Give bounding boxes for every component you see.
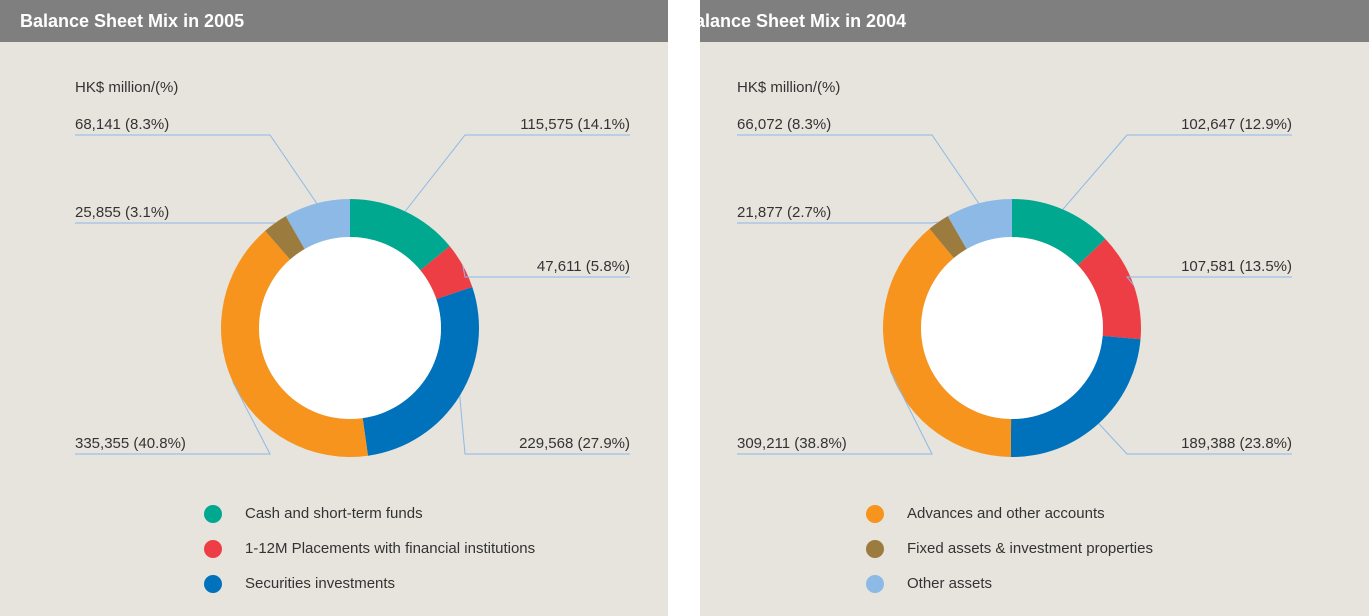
chart-title: Balance Sheet Mix in 2005 xyxy=(20,11,244,31)
data-label: 47,611 (5.8%) xyxy=(537,258,630,275)
donut-slice xyxy=(265,216,305,260)
donut-slice xyxy=(221,230,368,458)
legend-label: Advances and other accounts xyxy=(907,505,1105,522)
donut-slice xyxy=(947,199,1012,250)
subtitle: HK$ million/(%) xyxy=(75,79,178,96)
leader-line xyxy=(1125,276,1292,286)
legend-label: Fixed assets & investment properties xyxy=(907,540,1153,557)
data-label: 229,568 (27.9%) xyxy=(519,435,630,452)
legend-label: 1-12M Placements with financial institut… xyxy=(245,540,535,557)
donut-slice xyxy=(929,216,967,259)
donut-slice xyxy=(1012,199,1106,266)
data-label: 66,072 (8.3%) xyxy=(737,116,831,133)
donut-slice xyxy=(420,246,473,300)
data-label: 25,855 (3.1%) xyxy=(75,204,169,221)
data-label: 68,141 (8.3%) xyxy=(75,116,169,133)
leader-line xyxy=(462,265,630,278)
chart-title: Balance Sheet Mix in 2004 xyxy=(682,11,906,31)
legend-swatch xyxy=(204,575,222,593)
legend-label: Cash and short-term funds xyxy=(245,505,423,522)
leader-line xyxy=(737,221,939,224)
data-label: 335,355 (40.8%) xyxy=(75,435,186,452)
legend-swatch xyxy=(204,540,222,558)
leader-line xyxy=(75,381,271,455)
legend-swatch xyxy=(866,575,884,593)
data-label: 107,581 (13.5%) xyxy=(1181,258,1292,275)
leader-line xyxy=(404,134,630,212)
donut-hole xyxy=(259,237,441,419)
leader-line xyxy=(737,371,933,455)
donut-slice xyxy=(285,199,350,250)
donut-slice xyxy=(350,199,450,271)
leader-line xyxy=(1062,134,1292,210)
panel-header xyxy=(0,0,668,42)
donut-slice xyxy=(1077,239,1141,340)
legend-swatch xyxy=(204,505,222,523)
subtitle: HK$ million/(%) xyxy=(737,79,840,96)
leader-line xyxy=(737,134,980,204)
data-label: 309,211 (38.8%) xyxy=(737,435,847,452)
donut-slice xyxy=(362,286,479,456)
data-label: 189,388 (23.8%) xyxy=(1181,435,1292,452)
data-label: 102,647 (12.9%) xyxy=(1181,116,1292,133)
legend-label: Other assets xyxy=(907,575,992,592)
data-label: 115,575 (14.1%) xyxy=(520,116,630,133)
donut-slice xyxy=(1010,335,1141,457)
donut-slice xyxy=(883,228,1012,457)
leader-line xyxy=(459,395,630,455)
legend-swatch xyxy=(866,505,884,523)
panel-header xyxy=(700,0,1369,42)
leader-line xyxy=(75,134,318,204)
leader-line xyxy=(1098,423,1292,455)
legend-label: Securities investments xyxy=(245,575,395,592)
legend-swatch xyxy=(866,540,884,558)
donut-hole xyxy=(921,237,1103,419)
data-label: 21,877 (2.7%) xyxy=(737,204,831,221)
